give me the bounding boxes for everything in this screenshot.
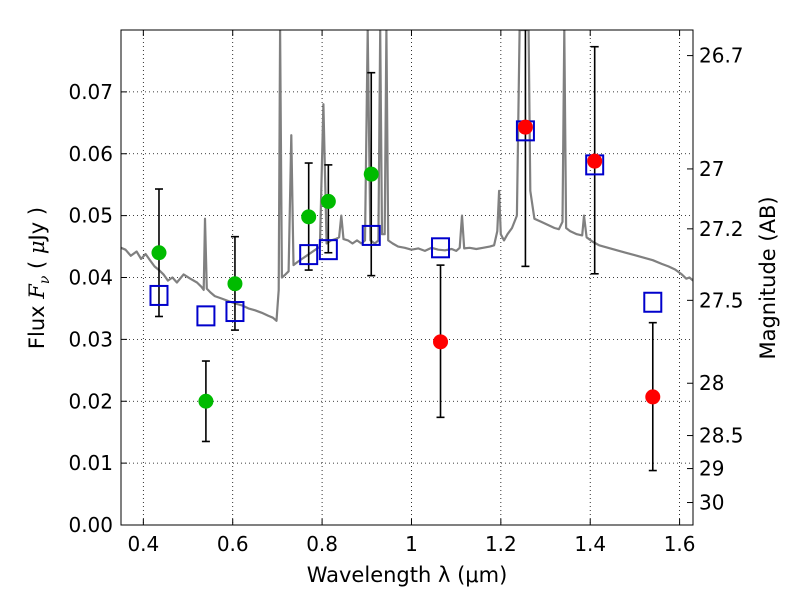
data-point-marker	[198, 393, 214, 409]
y-tick-label: 0.05	[68, 204, 113, 228]
x-tick-label: 0.4	[127, 532, 159, 556]
secondary-axis-ticks: 26.7 27 27.2 27.5 28 28.5 29 30	[687, 44, 744, 515]
data-point-marker	[301, 209, 317, 225]
photometry-square-marker	[196, 305, 216, 327]
x-tick-label: 1	[405, 532, 418, 556]
secondary-tick-label: 27.5	[699, 288, 744, 312]
x-tick-label: 1.4	[574, 532, 606, 556]
secondary-tick-label: 26.7	[699, 44, 744, 68]
photometry-square-marker	[149, 284, 169, 306]
x-axis-ticks: 0.4 0.6 0.8 1 1.2 1.4 1.6	[127, 30, 696, 556]
y-tick-label: 0.02	[68, 389, 113, 413]
secondary-tick-label: 30	[699, 491, 724, 515]
secondary-axis-label: Magnitude (AB)	[756, 196, 780, 359]
photometry-square-marker	[643, 291, 663, 313]
y-tick-label: 0.07	[68, 80, 113, 104]
secondary-tick-label: 27.2	[699, 217, 744, 241]
secondary-tick-label: 27	[699, 157, 724, 181]
x-axis-label: Wavelength λ (μm)	[307, 563, 508, 587]
data-markers	[149, 119, 663, 409]
y-tick-label: 0.06	[68, 142, 113, 166]
photometry-square-marker	[299, 244, 319, 266]
secondary-tick-label: 29	[699, 457, 724, 481]
y-tick-label: 0.01	[68, 451, 113, 475]
secondary-tick-label: 28	[699, 371, 724, 395]
y-axis-ticks: 0.00 0.01 0.02 0.03 0.04 0.05 0.06 0.07	[68, 80, 127, 537]
data-point-marker	[587, 153, 603, 169]
data-point-marker	[227, 276, 243, 292]
x-tick-label: 0.8	[306, 532, 338, 556]
secondary-tick-label: 28.5	[699, 424, 744, 448]
data-point-marker	[151, 245, 167, 261]
spectrum-layer	[121, 30, 693, 322]
data-point-marker	[363, 166, 379, 182]
x-tick-label: 0.6	[217, 532, 249, 556]
data-point-marker	[433, 334, 449, 350]
model-spectrum-line	[121, 30, 693, 322]
y-tick-label: 0.03	[68, 327, 113, 351]
photometry-square-marker	[361, 224, 381, 246]
photometry-square-marker	[225, 301, 245, 323]
y-tick-label: 0.04	[68, 266, 113, 290]
photometry-square-marker	[431, 237, 451, 259]
data-point-marker	[320, 193, 336, 209]
x-tick-label: 1.6	[664, 532, 696, 556]
x-tick-label: 1.2	[485, 532, 517, 556]
error-bars	[154, 30, 657, 472]
y-tick-label: 0.00	[68, 513, 113, 537]
photometry-square-marker	[318, 239, 338, 261]
y-axis-label: Flux Fν ( μJy )	[25, 207, 53, 349]
data-point-marker	[645, 389, 661, 405]
data-point-marker	[517, 119, 533, 135]
